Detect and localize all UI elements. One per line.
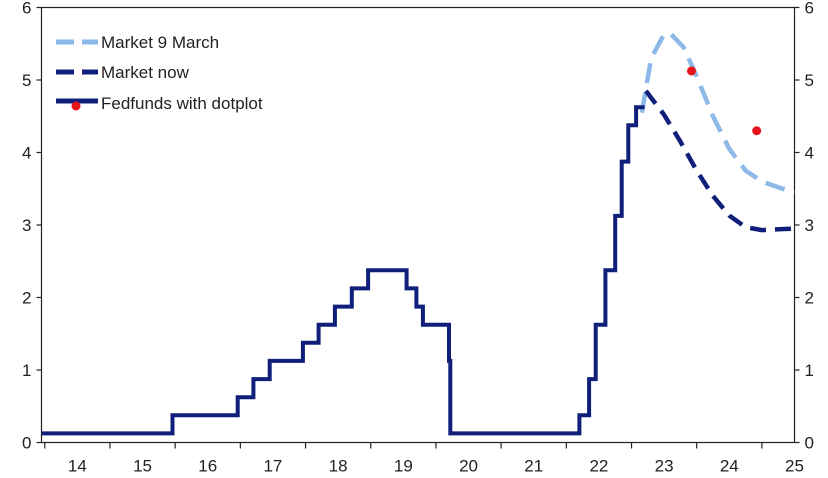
y-tick-label-right: 0 (805, 434, 814, 453)
x-tick-label: 19 (394, 457, 413, 476)
legend-label-market-9-march: Market 9 March (101, 33, 219, 52)
y-tick-label-left: 1 (22, 361, 31, 380)
x-tick-label: 15 (133, 457, 152, 476)
y-tick-label-right: 1 (805, 361, 814, 380)
x-tick-label: 18 (329, 457, 348, 476)
y-tick-label-left: 3 (22, 216, 31, 235)
y-tick-label-left: 4 (22, 144, 31, 163)
x-axis: 14 15 16 17 18 19 20 21 22 23 24 25 (44, 442, 804, 476)
legend-swatch-dotplot (71, 101, 81, 111)
y-tick-label-left: 0 (22, 434, 31, 453)
x-tick-label: 16 (198, 457, 217, 476)
x-tick-label: 14 (68, 457, 87, 476)
y-tick-label-right: 6 (805, 0, 814, 18)
y-tick-label-left: 6 (22, 0, 31, 18)
x-tick-label: 23 (655, 457, 674, 476)
y-tick-label-left: 5 (22, 71, 31, 90)
y-tick-label-right: 4 (805, 144, 814, 163)
dotplot-point (752, 126, 762, 136)
y-tick-label-right: 3 (805, 216, 814, 235)
y-tick-label-left: 2 (22, 289, 31, 308)
series-line-fedfunds (41, 105, 645, 436)
y-tick-label-right: 5 (805, 71, 814, 90)
legend: Market 9 March Market now Fedfunds with … (56, 33, 263, 113)
y-tick-label-right: 2 (805, 289, 814, 308)
x-tick-label: 17 (263, 457, 282, 476)
series-line-market-9-march (639, 31, 796, 195)
y-axis-right: 0 1 2 3 4 5 6 (794, 0, 814, 453)
dotplot-point (686, 66, 696, 76)
series-line-market-now (644, 89, 795, 233)
x-tick-label: 22 (589, 457, 608, 476)
x-tick-label: 20 (459, 457, 478, 476)
legend-label-market-now: Market now (101, 63, 190, 82)
x-tick-label: 25 (785, 457, 804, 476)
x-tick-label: 24 (720, 457, 739, 476)
y-axis-left: 0 1 2 3 4 5 6 (22, 0, 42, 453)
x-tick-label: 21 (524, 457, 543, 476)
plot-frame (40, 6, 796, 444)
series-layer (41, 31, 796, 436)
legend-label-fedfunds: Fedfunds with dotplot (101, 94, 263, 113)
